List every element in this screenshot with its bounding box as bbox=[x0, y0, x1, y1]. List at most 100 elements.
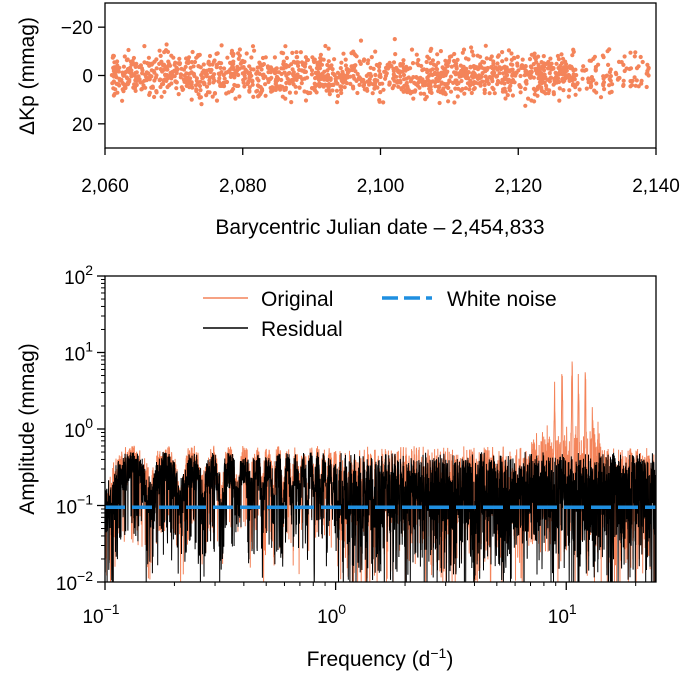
light-curve-point bbox=[456, 86, 461, 91]
light-curve-point bbox=[435, 52, 440, 57]
light-curve-point bbox=[236, 83, 241, 88]
top-y-tick-label: −20 bbox=[61, 18, 93, 39]
light-curve-point bbox=[381, 87, 386, 92]
light-curve-point bbox=[564, 62, 569, 67]
light-curve-point bbox=[357, 82, 362, 87]
light-curve-point bbox=[373, 83, 378, 88]
light-curve-point bbox=[418, 91, 423, 96]
light-curve-point bbox=[594, 90, 599, 95]
light-curve-panel: 2,060 2,080 2,100 2,120 2,140 −20 0 20 Barycen… bbox=[16, 2, 680, 239]
light-curve-point bbox=[425, 70, 430, 75]
light-curve-point bbox=[498, 67, 503, 72]
light-curve-point bbox=[340, 69, 345, 74]
light-curve-point bbox=[580, 68, 585, 73]
light-curve-point bbox=[509, 57, 514, 63]
light-curve-point bbox=[121, 64, 126, 69]
light-curve-point bbox=[602, 87, 607, 92]
light-curve-point bbox=[431, 62, 436, 67]
light-curve-point bbox=[634, 78, 639, 83]
light-curve-point bbox=[458, 63, 463, 68]
light-curve-point bbox=[159, 59, 164, 64]
light-curve-point bbox=[539, 80, 545, 86]
light-curve-point bbox=[260, 55, 266, 61]
light-curve-point bbox=[362, 87, 367, 92]
light-curve-point bbox=[449, 54, 454, 59]
light-curve-point bbox=[392, 37, 397, 42]
light-curve-point bbox=[394, 65, 399, 71]
light-curve-point bbox=[219, 70, 224, 75]
light-curve-point bbox=[629, 83, 635, 88]
light-curve-point bbox=[124, 58, 129, 63]
light-curve-point bbox=[554, 72, 559, 77]
light-curve-point bbox=[503, 96, 508, 101]
light-curve-point bbox=[645, 62, 650, 67]
light-curve-point bbox=[487, 91, 492, 96]
light-curve-point bbox=[494, 74, 499, 79]
light-curve-point bbox=[162, 89, 167, 95]
light-curve-point bbox=[342, 85, 347, 90]
light-curve-point bbox=[229, 51, 234, 56]
light-curve-point bbox=[161, 78, 166, 83]
light-curve-point bbox=[556, 79, 562, 85]
light-curve-point bbox=[447, 78, 452, 83]
light-curve-point bbox=[316, 70, 321, 75]
light-curve-point bbox=[231, 86, 236, 92]
light-curve-point bbox=[188, 76, 193, 81]
light-curve-point bbox=[133, 88, 138, 93]
light-curve-point bbox=[628, 50, 633, 55]
light-curve-point bbox=[505, 93, 510, 98]
light-curve-point bbox=[495, 67, 500, 72]
light-curve-point bbox=[551, 66, 556, 71]
light-curve-point bbox=[274, 74, 280, 79]
light-curve-point bbox=[348, 81, 353, 86]
light-curve-point bbox=[495, 61, 500, 66]
light-curve-point bbox=[222, 76, 227, 81]
top-x-tick-label: 2,060 bbox=[81, 176, 129, 197]
light-curve-point bbox=[544, 86, 549, 91]
light-curve-point bbox=[438, 49, 443, 54]
light-curve-point bbox=[584, 67, 589, 72]
light-curve-point bbox=[201, 62, 206, 67]
light-curve-point bbox=[370, 91, 375, 96]
light-curve-point bbox=[366, 72, 371, 77]
light-curve-point bbox=[580, 76, 585, 81]
light-curve-point bbox=[594, 81, 599, 86]
light-curve-point bbox=[111, 53, 116, 59]
light-curve-point bbox=[555, 76, 561, 81]
light-curve-point bbox=[428, 87, 433, 92]
light-curve-point bbox=[396, 69, 401, 74]
light-curve-point bbox=[317, 66, 323, 71]
light-curve-point bbox=[452, 100, 457, 105]
light-curve-point bbox=[188, 65, 193, 70]
light-curve-point bbox=[217, 60, 222, 65]
light-curve-point bbox=[124, 69, 129, 74]
light-curve-point bbox=[448, 89, 454, 94]
light-curve-point bbox=[211, 76, 216, 81]
light-curve-point bbox=[552, 81, 557, 86]
light-curve-point bbox=[281, 65, 286, 71]
light-curve-point bbox=[509, 80, 514, 85]
light-curve-point bbox=[197, 83, 203, 89]
light-curve-point bbox=[210, 94, 215, 99]
light-curve-point bbox=[532, 92, 537, 97]
light-curve-point bbox=[422, 91, 427, 96]
light-curve-point bbox=[204, 84, 210, 89]
light-curve-point bbox=[423, 97, 428, 102]
light-curve-point bbox=[589, 83, 594, 89]
light-curve-point bbox=[632, 75, 637, 80]
light-curve-point bbox=[471, 53, 476, 58]
light-curve-point bbox=[349, 64, 354, 69]
light-curve-point bbox=[112, 91, 117, 97]
light-curve-point bbox=[500, 50, 505, 55]
top-x-tick-label: 2,080 bbox=[219, 176, 267, 197]
light-curve-point bbox=[117, 83, 122, 88]
light-curve-point bbox=[366, 58, 371, 63]
light-curve-point bbox=[463, 86, 468, 91]
light-curve-point bbox=[531, 75, 537, 80]
light-curve-point bbox=[218, 82, 223, 87]
light-curve-point bbox=[230, 62, 235, 67]
light-curve-point bbox=[520, 57, 525, 62]
light-curve-point bbox=[169, 71, 174, 76]
light-curve-point bbox=[129, 68, 134, 73]
light-curve-point bbox=[299, 81, 304, 86]
